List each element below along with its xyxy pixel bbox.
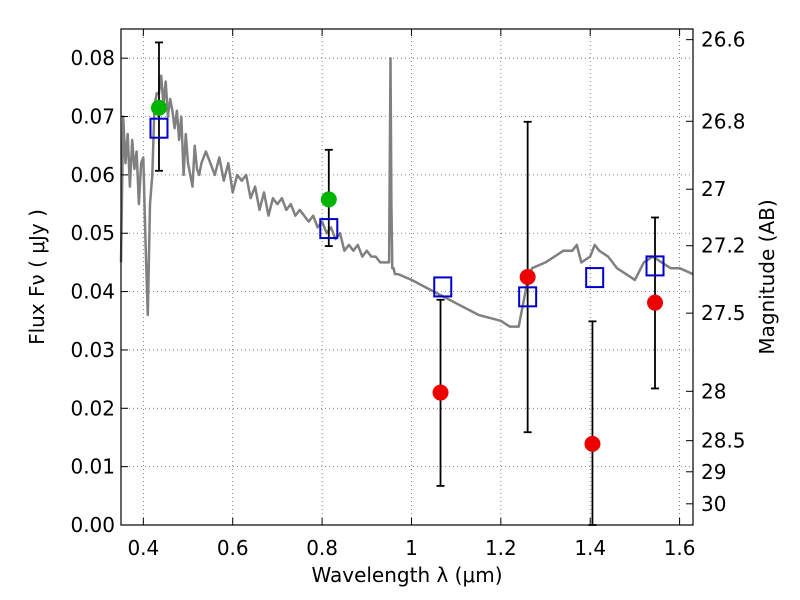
x-tick-label: 1.4 bbox=[574, 536, 606, 560]
magnitude-tick-label: 27.2 bbox=[701, 234, 746, 258]
plot-frame bbox=[120, 28, 694, 526]
magnitude-tick-label: 30 bbox=[701, 492, 726, 516]
magnitude-tick-label: 26.8 bbox=[701, 109, 746, 133]
magnitude-tick-label: 28.5 bbox=[701, 429, 746, 453]
model-spectrum-line bbox=[119, 56, 694, 328]
magnitude-axis-ticks: 26.6 26.8 27 27.2 27.5 28 28.5 29 30 bbox=[686, 28, 746, 516]
data-point-green bbox=[320, 191, 337, 208]
y-tick-label: 0.06 bbox=[70, 163, 115, 187]
magnitude-tick-label: 26.6 bbox=[701, 28, 746, 52]
y-tick-label: 0.08 bbox=[70, 46, 115, 70]
magnitude-tick-label: 28 bbox=[701, 379, 726, 403]
x-tick-label: 1.2 bbox=[485, 536, 517, 560]
y-tick-label: 0.04 bbox=[70, 280, 115, 304]
x-axis-ticks: 0.4 0.6 0.8 1 1.2 1.4 1.6 bbox=[127, 29, 696, 560]
y-tick-label: 0.07 bbox=[70, 105, 115, 129]
y-tick-label: 0.01 bbox=[70, 455, 115, 479]
data-point-red bbox=[584, 435, 601, 452]
x-axis-title: Wavelength λ (μm) bbox=[311, 563, 502, 587]
y-axis-ticks: 0.00 0.01 0.02 0.03 0.04 0.05 0.06 0.07 0.08 bbox=[70, 46, 128, 537]
magnitude-axis-title: Magnitude (AB) bbox=[755, 199, 779, 354]
model-photometry-square bbox=[645, 255, 665, 277]
data-point-red bbox=[519, 269, 536, 285]
y-tick-label: 0.03 bbox=[70, 338, 115, 362]
x-tick-label: 1.6 bbox=[664, 536, 696, 560]
model-photometry-square bbox=[319, 218, 339, 240]
data-point-green bbox=[150, 99, 167, 116]
x-tick-label: 0.4 bbox=[127, 536, 159, 560]
magnitude-tick-label: 27 bbox=[701, 177, 726, 201]
model-photometry-square bbox=[585, 267, 605, 289]
magnitude-tick-label: 29 bbox=[701, 460, 726, 484]
model-photometry-square bbox=[518, 286, 538, 308]
errorbar-layer bbox=[154, 41, 660, 526]
model-photometry-square bbox=[433, 276, 453, 298]
y-axis-title: Flux Fν ( μJy ) bbox=[25, 209, 49, 345]
data-point-red bbox=[432, 384, 449, 401]
x-tick-label: 0.6 bbox=[217, 536, 249, 560]
x-tick-label: 1 bbox=[405, 536, 418, 560]
y-tick-label: 0.05 bbox=[70, 221, 115, 245]
y-tick-label: 0.00 bbox=[70, 513, 115, 537]
y-tick-label: 0.02 bbox=[70, 396, 115, 420]
magnitude-tick-label: 27.5 bbox=[701, 301, 746, 325]
marker-layer bbox=[149, 99, 665, 452]
x-tick-label: 0.8 bbox=[306, 536, 338, 560]
model-photometry-square bbox=[149, 117, 169, 139]
data-point-red bbox=[647, 294, 664, 311]
model-spectrum-layer bbox=[119, 56, 694, 328]
